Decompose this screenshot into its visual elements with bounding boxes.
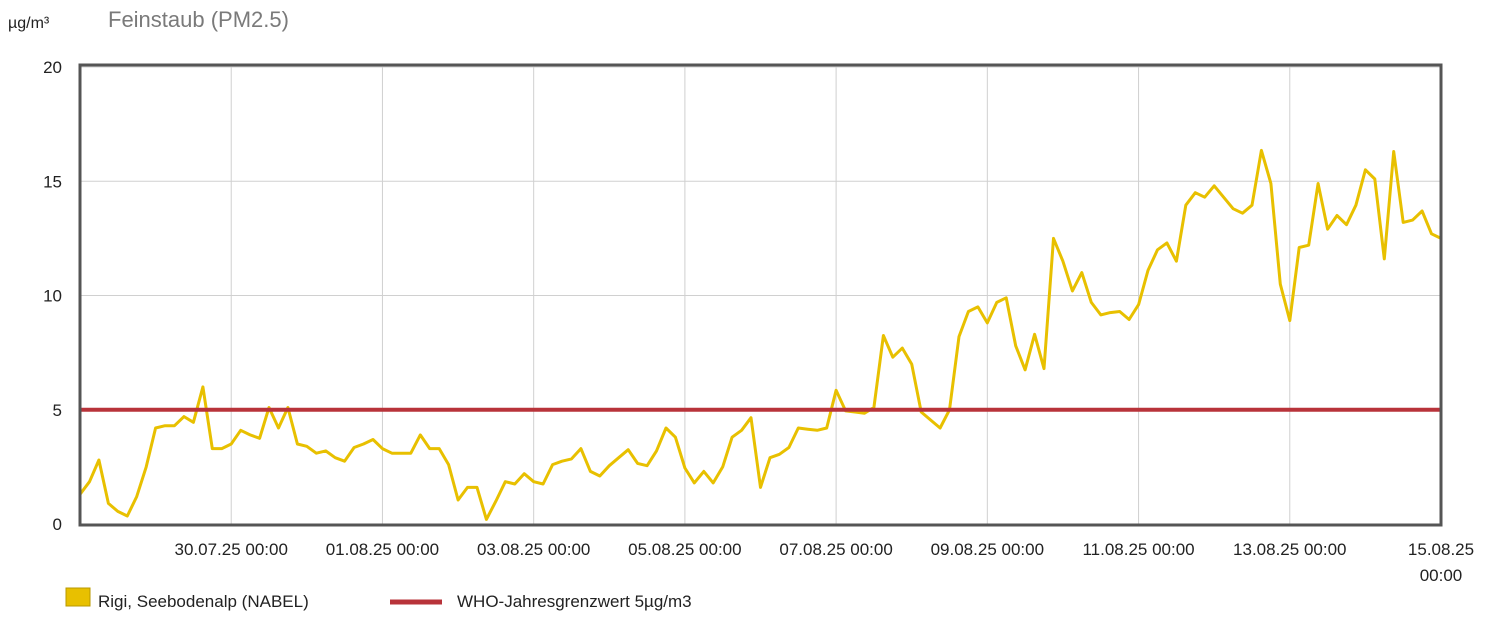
x-tick-label: 03.08.25 00:00	[477, 540, 590, 559]
y-tick-label: 0	[53, 515, 62, 534]
y-axis-unit: µg/m³	[8, 15, 50, 32]
x-tick-label: 07.08.25 00:00	[779, 540, 892, 559]
y-tick-label: 20	[43, 58, 62, 77]
y-tick-label: 5	[53, 401, 62, 420]
plot-frame	[78, 63, 1443, 527]
y-tick-label: 15	[43, 172, 62, 191]
x-tick-label: 15.08.25 00:00	[1408, 540, 1474, 585]
legend-label: Rigi, Seebodenalp (NABEL)	[98, 592, 309, 611]
x-tick-label: 30.07.25 00:00	[174, 540, 287, 559]
x-tick-label: 01.08.25 00:00	[326, 540, 439, 559]
chart-title: Feinstaub (PM2.5)	[108, 7, 289, 32]
legend-label: WHO-Jahresgrenzwert 5µg/m3	[457, 592, 692, 611]
x-tick-label: 09.08.25 00:00	[931, 540, 1044, 559]
y-tick-label: 10	[43, 287, 62, 306]
data-line	[78, 148, 1442, 521]
legend-swatch	[65, 587, 91, 607]
x-tick-label: 13.08.25 00:00	[1233, 540, 1346, 559]
x-tick-label: 05.08.25 00:00	[628, 540, 741, 559]
x-tick-label: 11.08.25 00:00	[1082, 540, 1194, 559]
